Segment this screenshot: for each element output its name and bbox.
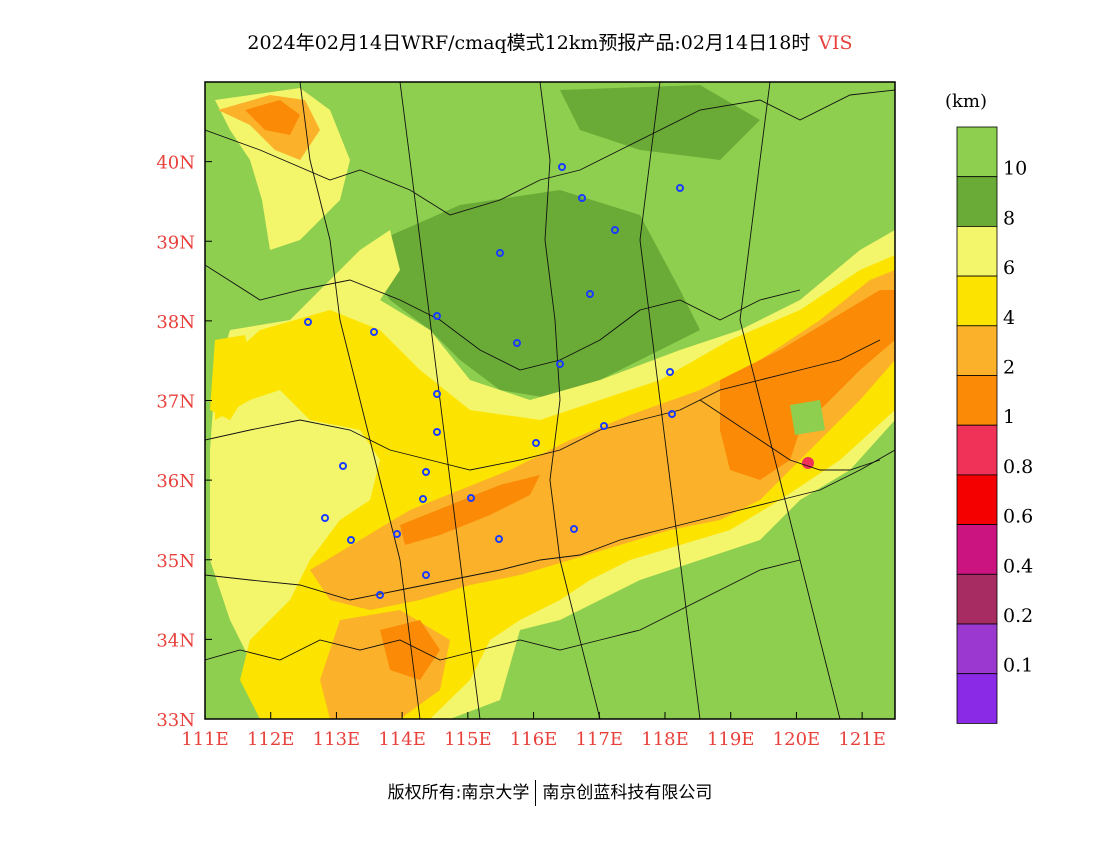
colorbar: (km) 10 8 6 4 2 1 0.8 0.6 0.4 0.2 0.1 — [945, 91, 1033, 724]
station-marker — [578, 194, 586, 202]
vis-zone-8-10-north — [370, 190, 700, 400]
x-tick-label: 118E — [641, 729, 689, 750]
vis-zone-1-2-east — [720, 290, 895, 480]
y-tick-label: 33N — [156, 710, 195, 731]
colorbar-swatch — [956, 275, 998, 327]
x-tick-label: 116E — [510, 729, 558, 750]
vis-zone-8-10-northeast — [560, 85, 760, 160]
colorbar-swatch — [956, 325, 998, 376]
map-axes: 111E 112E 113E 114E 115E 116E 117E 118E 119E 120E… — [156, 153, 886, 750]
station-marker — [570, 525, 578, 533]
map-plot-area — [205, 82, 895, 719]
station-marker — [419, 495, 427, 503]
colorbar-swatch — [956, 673, 998, 724]
colorbar-swatch — [956, 474, 998, 525]
y-tick-label: 36N — [156, 471, 195, 492]
colorbar-unit: (km) — [945, 91, 987, 112]
station-marker — [586, 290, 594, 298]
vis-zone-1-2-south — [380, 620, 440, 680]
colorbar-swatch — [956, 623, 998, 675]
station-marker — [600, 422, 608, 430]
station-marker — [433, 390, 441, 398]
title-variable: VIS — [818, 32, 853, 54]
x-tick-label: 120E — [773, 729, 821, 750]
y-tick-label: 37N — [156, 392, 195, 413]
colorbar-swatch — [956, 375, 998, 426]
station-marker — [467, 494, 475, 502]
colorbar-swatch — [956, 524, 998, 575]
y-tick-label: 38N — [156, 312, 195, 333]
station-marker — [513, 339, 521, 347]
vis-zone-1-2-nw — [245, 100, 300, 135]
title-main: 2024年02月14日WRF/cmaq模式12km预报产品:02月14日18时 — [247, 32, 811, 54]
station-marker — [422, 571, 430, 579]
x-tick-label: 121E — [838, 729, 886, 750]
colorbar-label: 1 — [1003, 406, 1015, 428]
y-tick-label: 34N — [156, 630, 195, 651]
x-tick-label: 117E — [576, 729, 624, 750]
vis-zone-below-1 — [802, 457, 814, 469]
y-tick-label: 40N — [156, 153, 195, 174]
colorbar-label: 8 — [1003, 207, 1015, 229]
colorbar-label: 0.1 — [1003, 655, 1033, 677]
station-marker — [668, 410, 676, 418]
footer-separator — [535, 780, 537, 806]
station-marker — [422, 468, 430, 476]
colorbar-label: 2 — [1003, 357, 1015, 379]
colorbar-swatch — [956, 176, 998, 227]
vis-zone-1-2-center — [400, 475, 540, 545]
station-marker — [433, 428, 441, 436]
colorbar-label: 0.2 — [1003, 605, 1033, 627]
x-tick-label: 114E — [378, 729, 426, 750]
colorbar-swatch — [956, 573, 998, 625]
station-marker — [532, 439, 540, 447]
map-title: 2024年02月14日WRF/cmaq模式12km预报产品:02月14日18时 V… — [0, 28, 1100, 55]
station-marker — [676, 184, 684, 192]
vis-zone-4-6-west — [210, 335, 255, 420]
x-tick-label: 115E — [444, 729, 492, 750]
x-tick-label: 119E — [707, 729, 755, 750]
colorbar-label: 10 — [1003, 158, 1027, 180]
y-tick-label: 35N — [156, 551, 195, 572]
station-marker — [347, 536, 355, 544]
station-marker — [370, 328, 378, 336]
station-marker — [433, 312, 441, 320]
y-tick-label: 39N — [156, 232, 195, 253]
station-marker — [304, 318, 312, 326]
admin-boundaries — [205, 82, 895, 719]
vis-zone-clear-pocket — [790, 400, 825, 435]
station-marker — [495, 535, 503, 543]
x-tick-label: 112E — [247, 729, 295, 750]
colorbar-label: 0.4 — [1003, 555, 1033, 577]
copyright-footer: 版权所有:南京大学 南京创蓝科技有限公司 — [0, 778, 1100, 806]
station-marker — [321, 514, 329, 522]
colorbar-swatch — [956, 126, 998, 178]
colorbar-swatch — [956, 225, 998, 277]
x-tick-label: 111E — [181, 729, 229, 750]
station-marker — [496, 249, 504, 257]
station-marker — [556, 360, 564, 368]
colorbar-label: 4 — [1003, 307, 1015, 329]
colorbar-label: 0.6 — [1003, 506, 1033, 528]
station-marker — [339, 462, 347, 470]
station-marker — [611, 226, 619, 234]
city-stations — [304, 163, 684, 599]
station-marker — [376, 591, 384, 599]
colorbar-label: 0.8 — [1003, 456, 1033, 478]
colorbar-label: 6 — [1003, 257, 1015, 279]
copyright-right: 南京创蓝科技有限公司 — [542, 783, 713, 803]
copyright-left: 版权所有:南京大学 — [387, 783, 530, 803]
station-marker — [666, 368, 674, 376]
station-marker — [558, 163, 566, 171]
colorbar-swatch — [956, 424, 998, 476]
x-tick-label: 113E — [313, 729, 361, 750]
station-marker — [393, 530, 401, 538]
